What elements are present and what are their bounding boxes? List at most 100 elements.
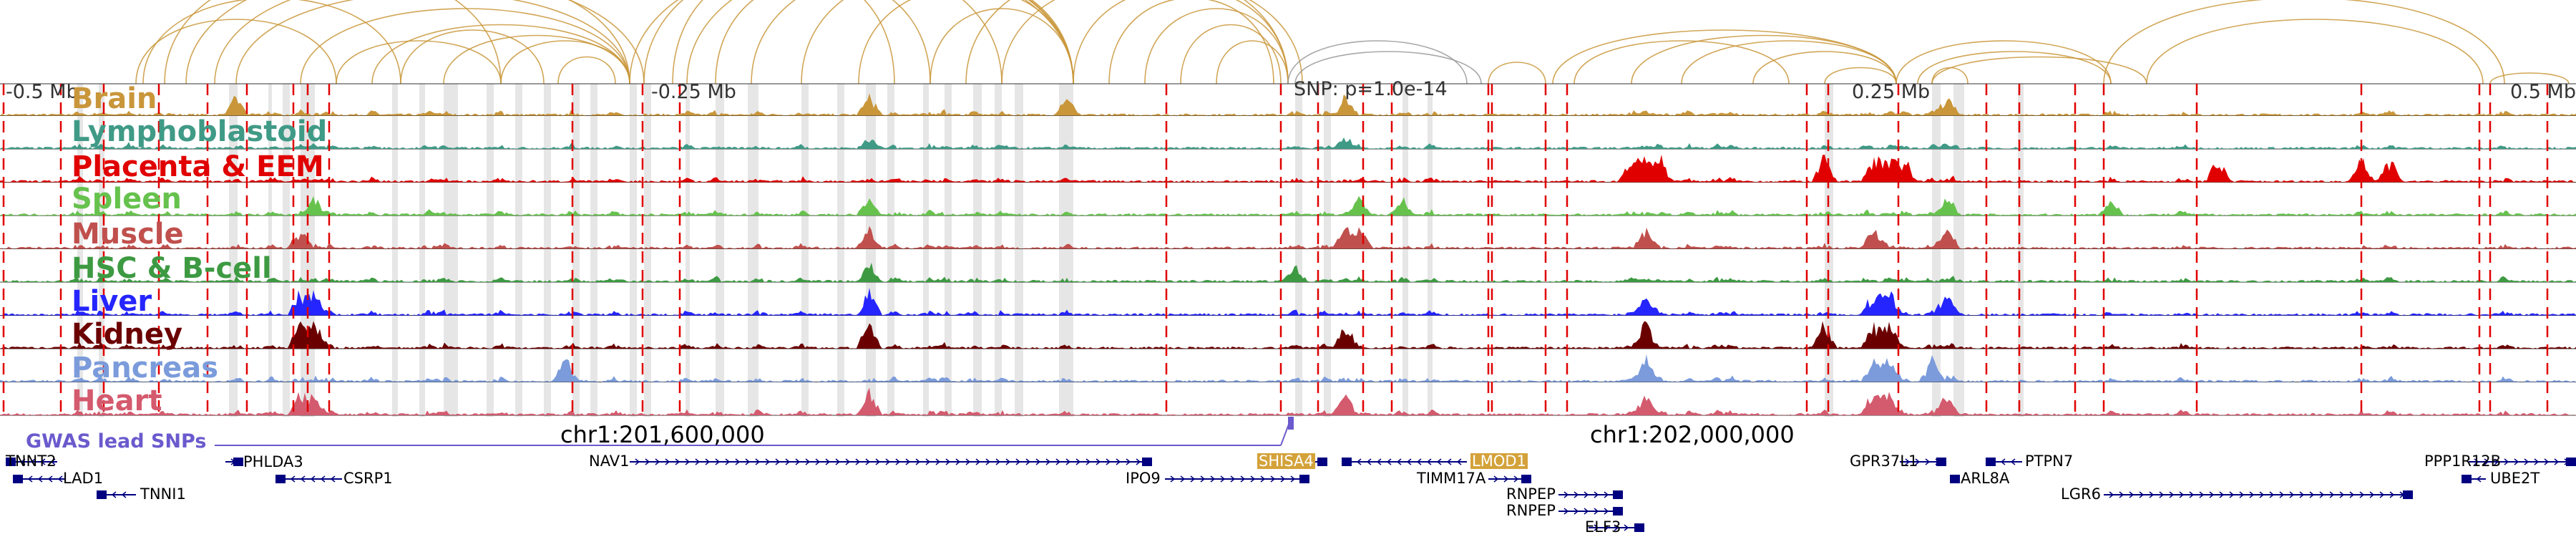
gwas-lead-snp-marker — [215, 416, 1294, 446]
strand-arrow — [1366, 458, 1372, 465]
strand-arrow — [1604, 508, 1609, 515]
strand-arrow — [1915, 458, 1921, 465]
gene-label-timm17a: TIMM17A — [1417, 470, 1486, 487]
strand-arrow — [47, 475, 53, 483]
track-signal — [0, 93, 2576, 116]
gene-label-ipo9: IPO9 — [1126, 470, 1161, 487]
strand-arrow — [1426, 458, 1432, 465]
strand-arrow — [1136, 458, 1141, 465]
strand-arrow — [1065, 458, 1071, 465]
strand-arrow — [290, 475, 296, 483]
shaded-region — [392, 84, 398, 417]
strand-arrow — [2199, 491, 2205, 498]
interaction-arc — [715, 0, 931, 84]
strand-arrow — [2119, 491, 2124, 498]
strand-arrow — [1260, 475, 1266, 483]
strand-arrow — [1406, 458, 1412, 465]
strand-arrow — [1604, 524, 1609, 531]
gene-model — [1558, 507, 1623, 516]
gene-exon — [1613, 490, 1623, 499]
strand-arrow — [2329, 491, 2335, 498]
strand-arrow — [2554, 458, 2560, 465]
interaction-arc — [557, 56, 616, 84]
shaded-region — [866, 84, 876, 417]
shaded-region — [995, 84, 1002, 417]
strand-arrow — [1574, 508, 1579, 515]
strand-arrow — [1396, 458, 1402, 465]
interaction-arc — [1488, 62, 1546, 84]
strand-arrow — [705, 458, 711, 465]
interaction-arc — [142, 0, 401, 84]
strand-arrow — [1170, 475, 1176, 483]
strand-arrow — [2169, 491, 2175, 498]
gene-exon — [1299, 475, 1309, 483]
interaction-arc — [751, 0, 1074, 84]
gene-exon — [2462, 475, 2472, 483]
shaded-region — [99, 84, 104, 417]
gene-label-csrp1: CSRP1 — [343, 470, 393, 487]
gene-exon — [2403, 490, 2413, 499]
strand-arrow — [825, 458, 831, 465]
track-label-placenta-eem: Placenta & EEM — [72, 150, 324, 183]
gene-label-ube2t: UBE2T — [2490, 470, 2540, 487]
gene-model — [2469, 458, 2576, 466]
strand-arrow — [2504, 458, 2509, 465]
axis-label-minus-0-5: -0.5 Mb — [6, 81, 79, 103]
interaction-arc — [672, 0, 895, 84]
interaction-arc — [443, 34, 630, 84]
gene-label-lgr6: LGR6 — [2061, 485, 2101, 503]
interaction-arc — [400, 29, 545, 84]
gene-model — [1950, 475, 1960, 483]
interaction-arc — [1144, 8, 1289, 84]
shaded-region — [544, 84, 551, 417]
interaction-arc — [1896, 40, 2112, 84]
strand-arrow — [2010, 458, 2016, 465]
interaction-arc — [1287, 40, 1468, 84]
gene-label-elf3: ELF3 — [1585, 518, 1621, 536]
strand-arrow — [111, 491, 117, 498]
interaction-arc — [1294, 51, 1482, 84]
strand-arrow — [955, 458, 961, 465]
track-label-liver: Liver — [72, 285, 152, 318]
strand-arrow — [2524, 458, 2529, 465]
interaction-arc — [1917, 51, 2112, 84]
strand-arrow — [865, 458, 871, 465]
strand-arrow — [1604, 491, 1609, 498]
shaded-region — [1324, 84, 1331, 417]
boundary-dashed-lines — [2, 84, 2549, 417]
strand-arrow — [975, 458, 981, 465]
strand-arrow — [1446, 458, 1452, 465]
strand-arrow — [1925, 458, 1931, 465]
shaded-region — [268, 84, 272, 417]
strand-arrow — [1513, 475, 1519, 483]
strand-arrow — [1270, 475, 1276, 483]
strand-arrow — [2289, 491, 2295, 498]
strand-arrow — [1594, 491, 1599, 498]
strand-arrow — [1025, 458, 1031, 465]
track-label-lymphoblastoid: Lymphoblastoid — [72, 115, 328, 148]
gene-model — [275, 475, 342, 483]
interaction-arc — [930, 8, 1074, 84]
shaded-region — [801, 84, 809, 417]
strand-arrow — [2369, 491, 2375, 498]
strand-arrow — [2269, 491, 2275, 498]
axis-label-snp: SNP: p=1.0e-14 — [1294, 78, 1448, 100]
strand-arrow — [1240, 475, 1246, 483]
interaction-arc — [629, 0, 1074, 84]
strand-arrow — [775, 458, 781, 465]
shaded-region — [229, 84, 238, 417]
strand-arrow — [695, 458, 701, 465]
gene-label-tnnt2: TNNT2 — [6, 453, 57, 470]
interaction-arc — [1073, 0, 1289, 84]
strand-arrow — [725, 458, 731, 465]
gene-models — [6, 458, 2576, 532]
strand-arrow — [2229, 491, 2235, 498]
track-label-spleen: Spleen — [72, 183, 182, 216]
gene-model — [1558, 490, 1623, 499]
interaction-arc — [1216, 40, 1289, 84]
shaded-region — [1932, 84, 1941, 417]
strand-arrow — [2149, 491, 2155, 498]
shaded-region — [419, 84, 425, 417]
shaded-region — [887, 84, 894, 417]
track-placenta-eem — [0, 155, 2576, 183]
